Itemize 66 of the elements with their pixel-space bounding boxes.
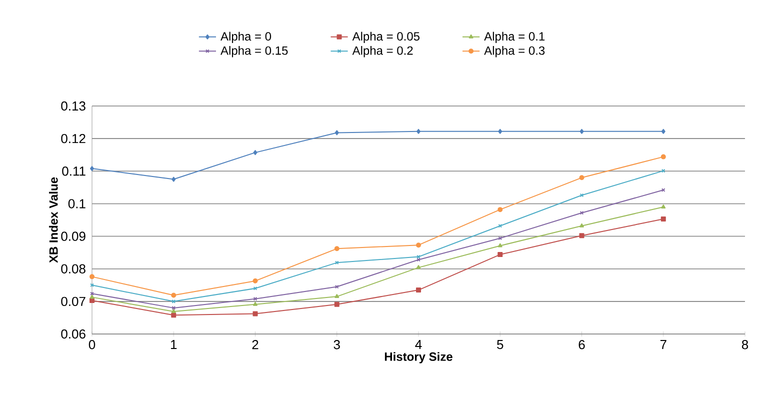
point [579,175,584,180]
x-tick-label: 7 [660,340,666,349]
point [172,300,176,304]
point [171,309,176,314]
y-axis-title: XB Index Value [48,177,58,263]
point [90,294,94,299]
point [580,210,584,215]
x-tick-label: 6 [578,340,585,350]
x-axis-title: History Size [384,352,452,364]
point [90,274,94,280]
x-tick-label: 2 [252,340,258,350]
legend-label: Alpha = 0.05 [352,32,420,43]
point [253,296,258,301]
point [580,223,584,228]
x-tick-label: 8 [742,340,748,350]
point [252,278,258,284]
legend-label: Alpha = 0.1 [484,32,545,43]
x-tick-label: 0 [88,340,96,350]
legend-label: Alpha = 0 [220,32,272,43]
point [661,128,666,134]
y-tick-label: 0.08 [61,264,86,274]
point [498,128,502,134]
y-tick-label: 0.06 [61,329,86,339]
legend-label: Alpha = 0.15 [220,46,288,58]
point [90,166,94,172]
point [580,193,584,198]
point [334,246,340,252]
point [334,284,339,289]
legend-label: Alpha = 0.2 [352,46,413,58]
y-tick-label: 0.13 [61,101,86,111]
y-tick-label: 0.11 [62,166,86,176]
point [498,252,503,258]
point [661,204,666,208]
point [253,302,258,306]
point [172,306,176,310]
point [172,176,176,182]
point [253,150,258,156]
point [90,298,94,303]
point [416,288,421,293]
point [498,243,502,248]
point [171,292,176,298]
point [416,242,421,248]
x-tick-label: 3 [334,340,340,350]
x-tick-label: 5 [497,340,504,350]
point [253,286,258,290]
x-tick-label: 4 [415,340,422,349]
point [334,130,339,136]
point [660,216,666,222]
point [416,128,420,134]
y-tick-label: 0.12 [61,134,86,144]
y-tick-label: 0.09 [61,232,86,241]
point [171,312,176,318]
point [579,233,584,238]
point [498,236,502,240]
point [334,302,340,307]
point [416,265,421,270]
y-tick-label: 0.07 [61,296,86,306]
point [252,311,258,316]
point [416,254,420,259]
legend-label: Alpha = 0.3 [484,46,545,58]
point [498,207,503,212]
x-tick-label: 1 [171,340,177,349]
point [580,128,584,134]
point [660,154,666,160]
point [334,294,340,298]
y-tick-label: 0.1 [68,199,86,208]
